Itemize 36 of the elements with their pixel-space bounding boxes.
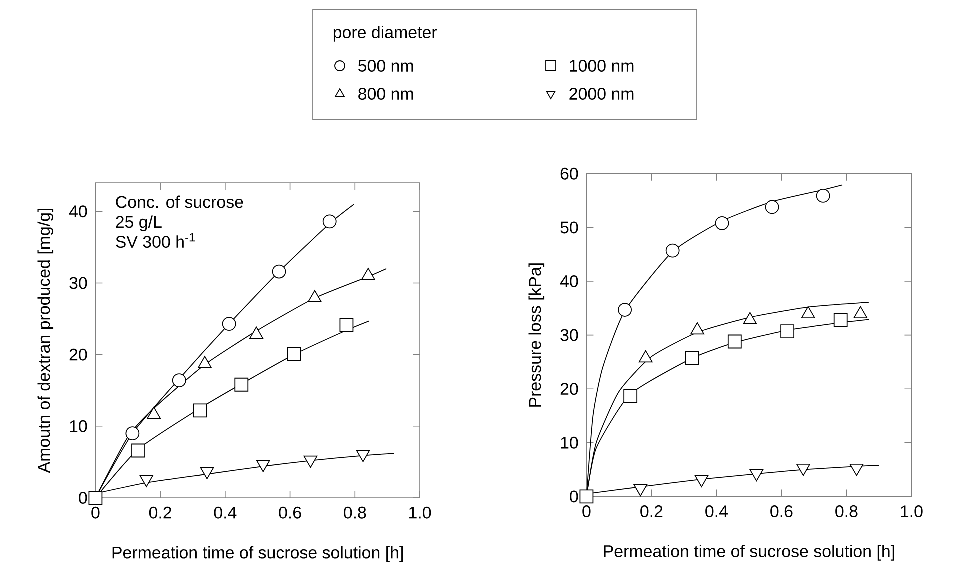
x-tick-label: 0 [582, 506, 591, 518]
annotation: 25 g/L [116, 216, 162, 232]
y-tick-label: 50 [560, 222, 578, 234]
x-axis-title: Permeation time of sucrose solution [h] [112, 546, 403, 562]
legend-label: 800 nm [358, 88, 414, 100]
x-tick-label: 0.4 [214, 506, 237, 519]
y-tick-label: 60 [560, 168, 578, 180]
x-tick-label: 1.0 [410, 506, 432, 519]
legend-title: pore diameter [334, 26, 438, 42]
x-tick-label: 0.6 [279, 506, 302, 519]
x-tick-label: 0 [92, 506, 100, 519]
x-tick-label: 0.2 [640, 506, 663, 518]
y-tick-label: 30 [70, 277, 88, 290]
x-tick-label: 0.2 [149, 506, 172, 519]
x-tick-label: 0.8 [836, 506, 858, 518]
legend-label: 2000 nm [570, 88, 634, 100]
x-tick-label: 0.6 [770, 506, 793, 518]
y-tick-label: 0 [79, 492, 88, 504]
y-tick-label: 10 [70, 420, 88, 432]
y-tick-label: 20 [70, 348, 88, 361]
annotation: SV 300 h$^{-1}$ [116, 234, 196, 248]
x-axis-title: Permeation time of sucrose solution [h] [604, 545, 894, 561]
x-tick-label: 0.4 [706, 506, 728, 518]
y-tick-label: 40 [69, 206, 88, 218]
legend-label: 1000 nm [570, 60, 634, 72]
y-tick-label: 20 [560, 383, 578, 396]
y-axis-title: Amoutn of dextran produced [mg/g] [38, 208, 54, 474]
y-tick-label: 30 [560, 329, 578, 342]
y-tick-label: 40 [560, 276, 578, 288]
x-tick-label: 0.8 [344, 506, 366, 519]
y-tick-label: 0 [570, 490, 578, 503]
x-tick-label: 1.0 [901, 506, 923, 518]
annotation: Conc. of sucrose [116, 196, 244, 208]
legend-label: 500 nm [358, 60, 414, 72]
y-tick-label: 10 [561, 436, 578, 449]
y-axis-title: Pressure loss [kPa] [528, 264, 545, 407]
